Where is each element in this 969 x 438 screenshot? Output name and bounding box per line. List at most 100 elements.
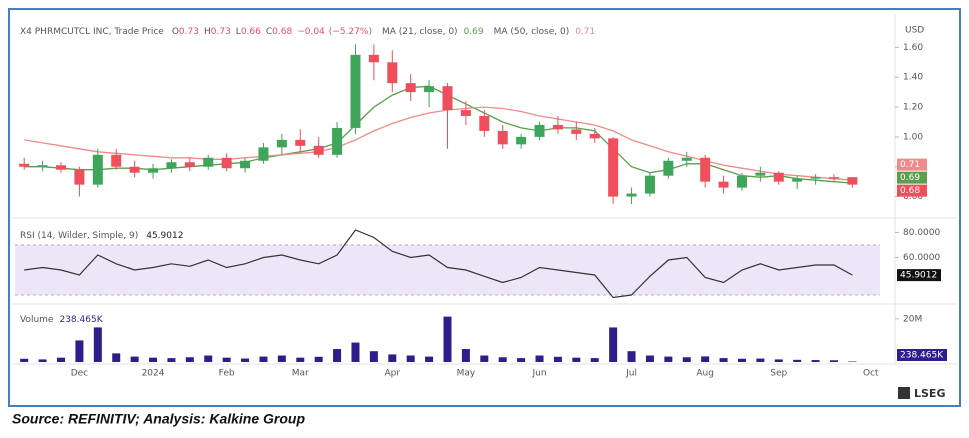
candle-body — [681, 157, 692, 161]
volume-bar — [498, 357, 507, 362]
volume-bar — [57, 357, 66, 362]
candle-body — [332, 127, 343, 155]
candle-body — [258, 147, 269, 161]
candle-body — [589, 133, 600, 139]
x-tick-label: 2024 — [142, 369, 165, 379]
volume-bar — [793, 359, 802, 362]
legend: X4 PHRMCUTCL INC, Trade Price O0.73 H0.73 L… — [20, 27, 595, 37]
y-tick-label: 80.0000 — [903, 228, 940, 238]
price-badge-label: 238.465K — [900, 351, 944, 361]
y-tick-label: 20M — [903, 314, 922, 324]
candle-body — [736, 175, 747, 188]
legend-value: 238.465K — [59, 315, 103, 325]
candle-body — [92, 154, 103, 185]
volume-bar — [185, 357, 194, 362]
candle-body — [516, 136, 527, 145]
y-tick-label: 60.0000 — [903, 253, 940, 263]
volume-bar — [664, 356, 673, 362]
y-tick-label: 1.60 — [903, 43, 923, 53]
candle-body — [295, 139, 306, 146]
legend-title: RSI (14, Wilder, Simple, 9) — [20, 231, 138, 241]
x-tick-label: Oct — [863, 369, 879, 379]
rsi-band — [15, 245, 880, 295]
legend-ohlc-value: 0.66 — [241, 27, 261, 37]
candle-body — [755, 172, 766, 176]
candle-body — [828, 177, 839, 179]
legend-ohlc-label: H — [204, 27, 211, 37]
legend-change-pct: (−5.27%) — [329, 27, 372, 37]
volume-bar — [811, 360, 820, 362]
volume-bar — [645, 355, 654, 362]
price-badge — [897, 184, 927, 197]
candle-body — [718, 181, 729, 188]
legend-ohlc-value: 0.68 — [272, 27, 292, 37]
y-tick-label: 1.20 — [903, 103, 923, 113]
price-badge — [897, 349, 947, 361]
legend-series-name: MA (21, close, 0) — [382, 27, 458, 37]
volume-bar — [204, 355, 213, 362]
candle-body — [74, 169, 85, 185]
candle-body — [405, 83, 416, 93]
legend-ohlc-label: L — [236, 27, 241, 37]
volume-bar — [627, 351, 636, 362]
candle-body — [313, 145, 324, 155]
legend-ohlc-label: C — [266, 27, 272, 37]
candle-body — [166, 162, 177, 169]
candle-body — [240, 160, 251, 169]
volume-bar — [461, 349, 470, 362]
x-tick-label: Sep — [770, 369, 787, 379]
volume-bar — [149, 357, 158, 362]
candle-body — [19, 163, 30, 167]
legend-title: X4 PHRMCUTCL INC, Trade Price — [20, 27, 164, 37]
legend-ohlc-value: 0.73 — [179, 27, 199, 37]
volume-bar — [517, 358, 526, 362]
candle-body — [552, 124, 563, 130]
volume-bar — [737, 358, 746, 362]
volume-bar — [20, 358, 29, 362]
volume-bar — [572, 357, 581, 362]
volume-bar — [406, 355, 415, 362]
x-tick-label: Mar — [292, 369, 309, 379]
y-tick-label: 1.00 — [903, 132, 923, 142]
volume-bar — [535, 355, 544, 362]
candle-body — [111, 154, 122, 167]
candle-body — [608, 138, 619, 197]
volume-bar — [590, 358, 599, 362]
x-tick-label: Jun — [531, 369, 546, 379]
candle-body — [148, 168, 159, 173]
candle-body — [56, 165, 67, 170]
legend: Volume 238.465K — [20, 315, 104, 325]
volume-bar — [38, 359, 47, 362]
volume-bar — [553, 356, 562, 362]
candle-body — [479, 116, 490, 131]
logo-icon — [898, 387, 910, 399]
volume-bar — [222, 357, 231, 362]
source: Source: REFINITIV; Analysis: Kalkine Gro… — [12, 411, 305, 427]
volume-bar — [130, 356, 139, 362]
legend-series-name: MA (50, close, 0) — [494, 27, 570, 37]
candle-body — [534, 124, 545, 137]
legend-series-value: 0.71 — [575, 27, 595, 37]
x-tick-label: Aug — [696, 369, 714, 379]
candle-body — [129, 166, 140, 173]
candle-body — [497, 130, 508, 145]
candle-body — [203, 157, 214, 167]
volume-bar — [277, 355, 286, 362]
candle-body — [387, 62, 398, 84]
candle-body — [184, 162, 195, 167]
candle-body — [626, 193, 637, 197]
x-tick-label: Dec — [71, 369, 88, 379]
volume-bar — [443, 316, 452, 362]
rsi-line — [24, 229, 853, 299]
candle-body — [792, 178, 803, 182]
candle-body — [644, 175, 655, 194]
legend-value: 45.9012 — [146, 231, 183, 241]
volume-bar — [756, 358, 765, 362]
volume-bar — [93, 327, 102, 362]
x-tick-label: Feb — [219, 369, 235, 379]
frame — [8, 8, 961, 407]
currency: USD — [905, 26, 924, 36]
price-badge — [897, 171, 927, 184]
candle-body — [442, 86, 453, 111]
candle-body — [571, 129, 582, 134]
